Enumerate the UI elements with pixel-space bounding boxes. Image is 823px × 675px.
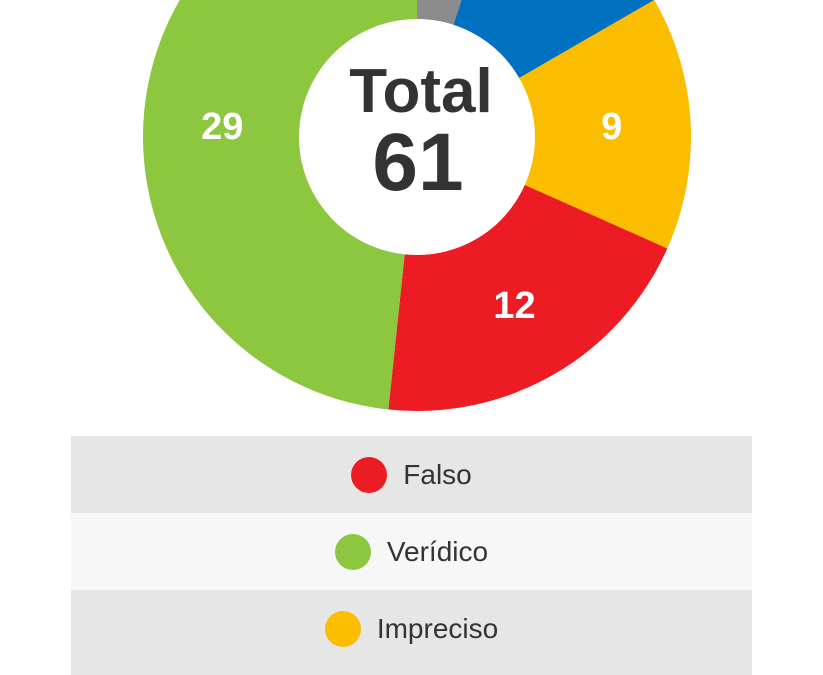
total-value: 61	[372, 117, 463, 208]
donut-chart-svg: 7 9 12 29 Total 61	[143, 0, 691, 411]
legend-item-impreciso: Impreciso	[71, 590, 752, 667]
slice-label-falso: 12	[493, 285, 535, 327]
veridico-swatch-icon	[334, 533, 371, 570]
slice-label-veridico: 29	[201, 106, 243, 148]
slice-blue	[417, 0, 655, 137]
legend-label: Falso	[403, 458, 472, 490]
legend: Falso Verídico Impreciso	[71, 436, 752, 675]
slice-labels-group: 7 9 12 29	[201, 0, 622, 327]
falso-swatch-icon	[351, 456, 388, 493]
legend-item-falso: Falso	[71, 436, 752, 513]
impreciso-swatch-icon	[324, 610, 361, 647]
donut-chart: 7 9 12 29 Total 61	[143, 0, 691, 411]
donut-center-hole	[299, 19, 535, 255]
slice-impreciso	[417, 0, 691, 249]
total-label: Total	[349, 57, 493, 126]
legend-next-row-edge	[71, 667, 752, 675]
slice-label-impreciso: 9	[601, 106, 622, 148]
legend-item-veridico: Verídico	[71, 513, 752, 590]
legend-label: Verídico	[386, 535, 489, 567]
slice-label-blue: 7	[529, 0, 550, 6]
legend-label: Impreciso	[376, 612, 499, 644]
